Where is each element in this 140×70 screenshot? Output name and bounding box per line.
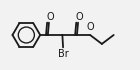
- Text: Br: Br: [58, 49, 69, 59]
- Text: O: O: [87, 22, 94, 32]
- Text: O: O: [47, 12, 54, 22]
- Text: O: O: [76, 12, 84, 22]
